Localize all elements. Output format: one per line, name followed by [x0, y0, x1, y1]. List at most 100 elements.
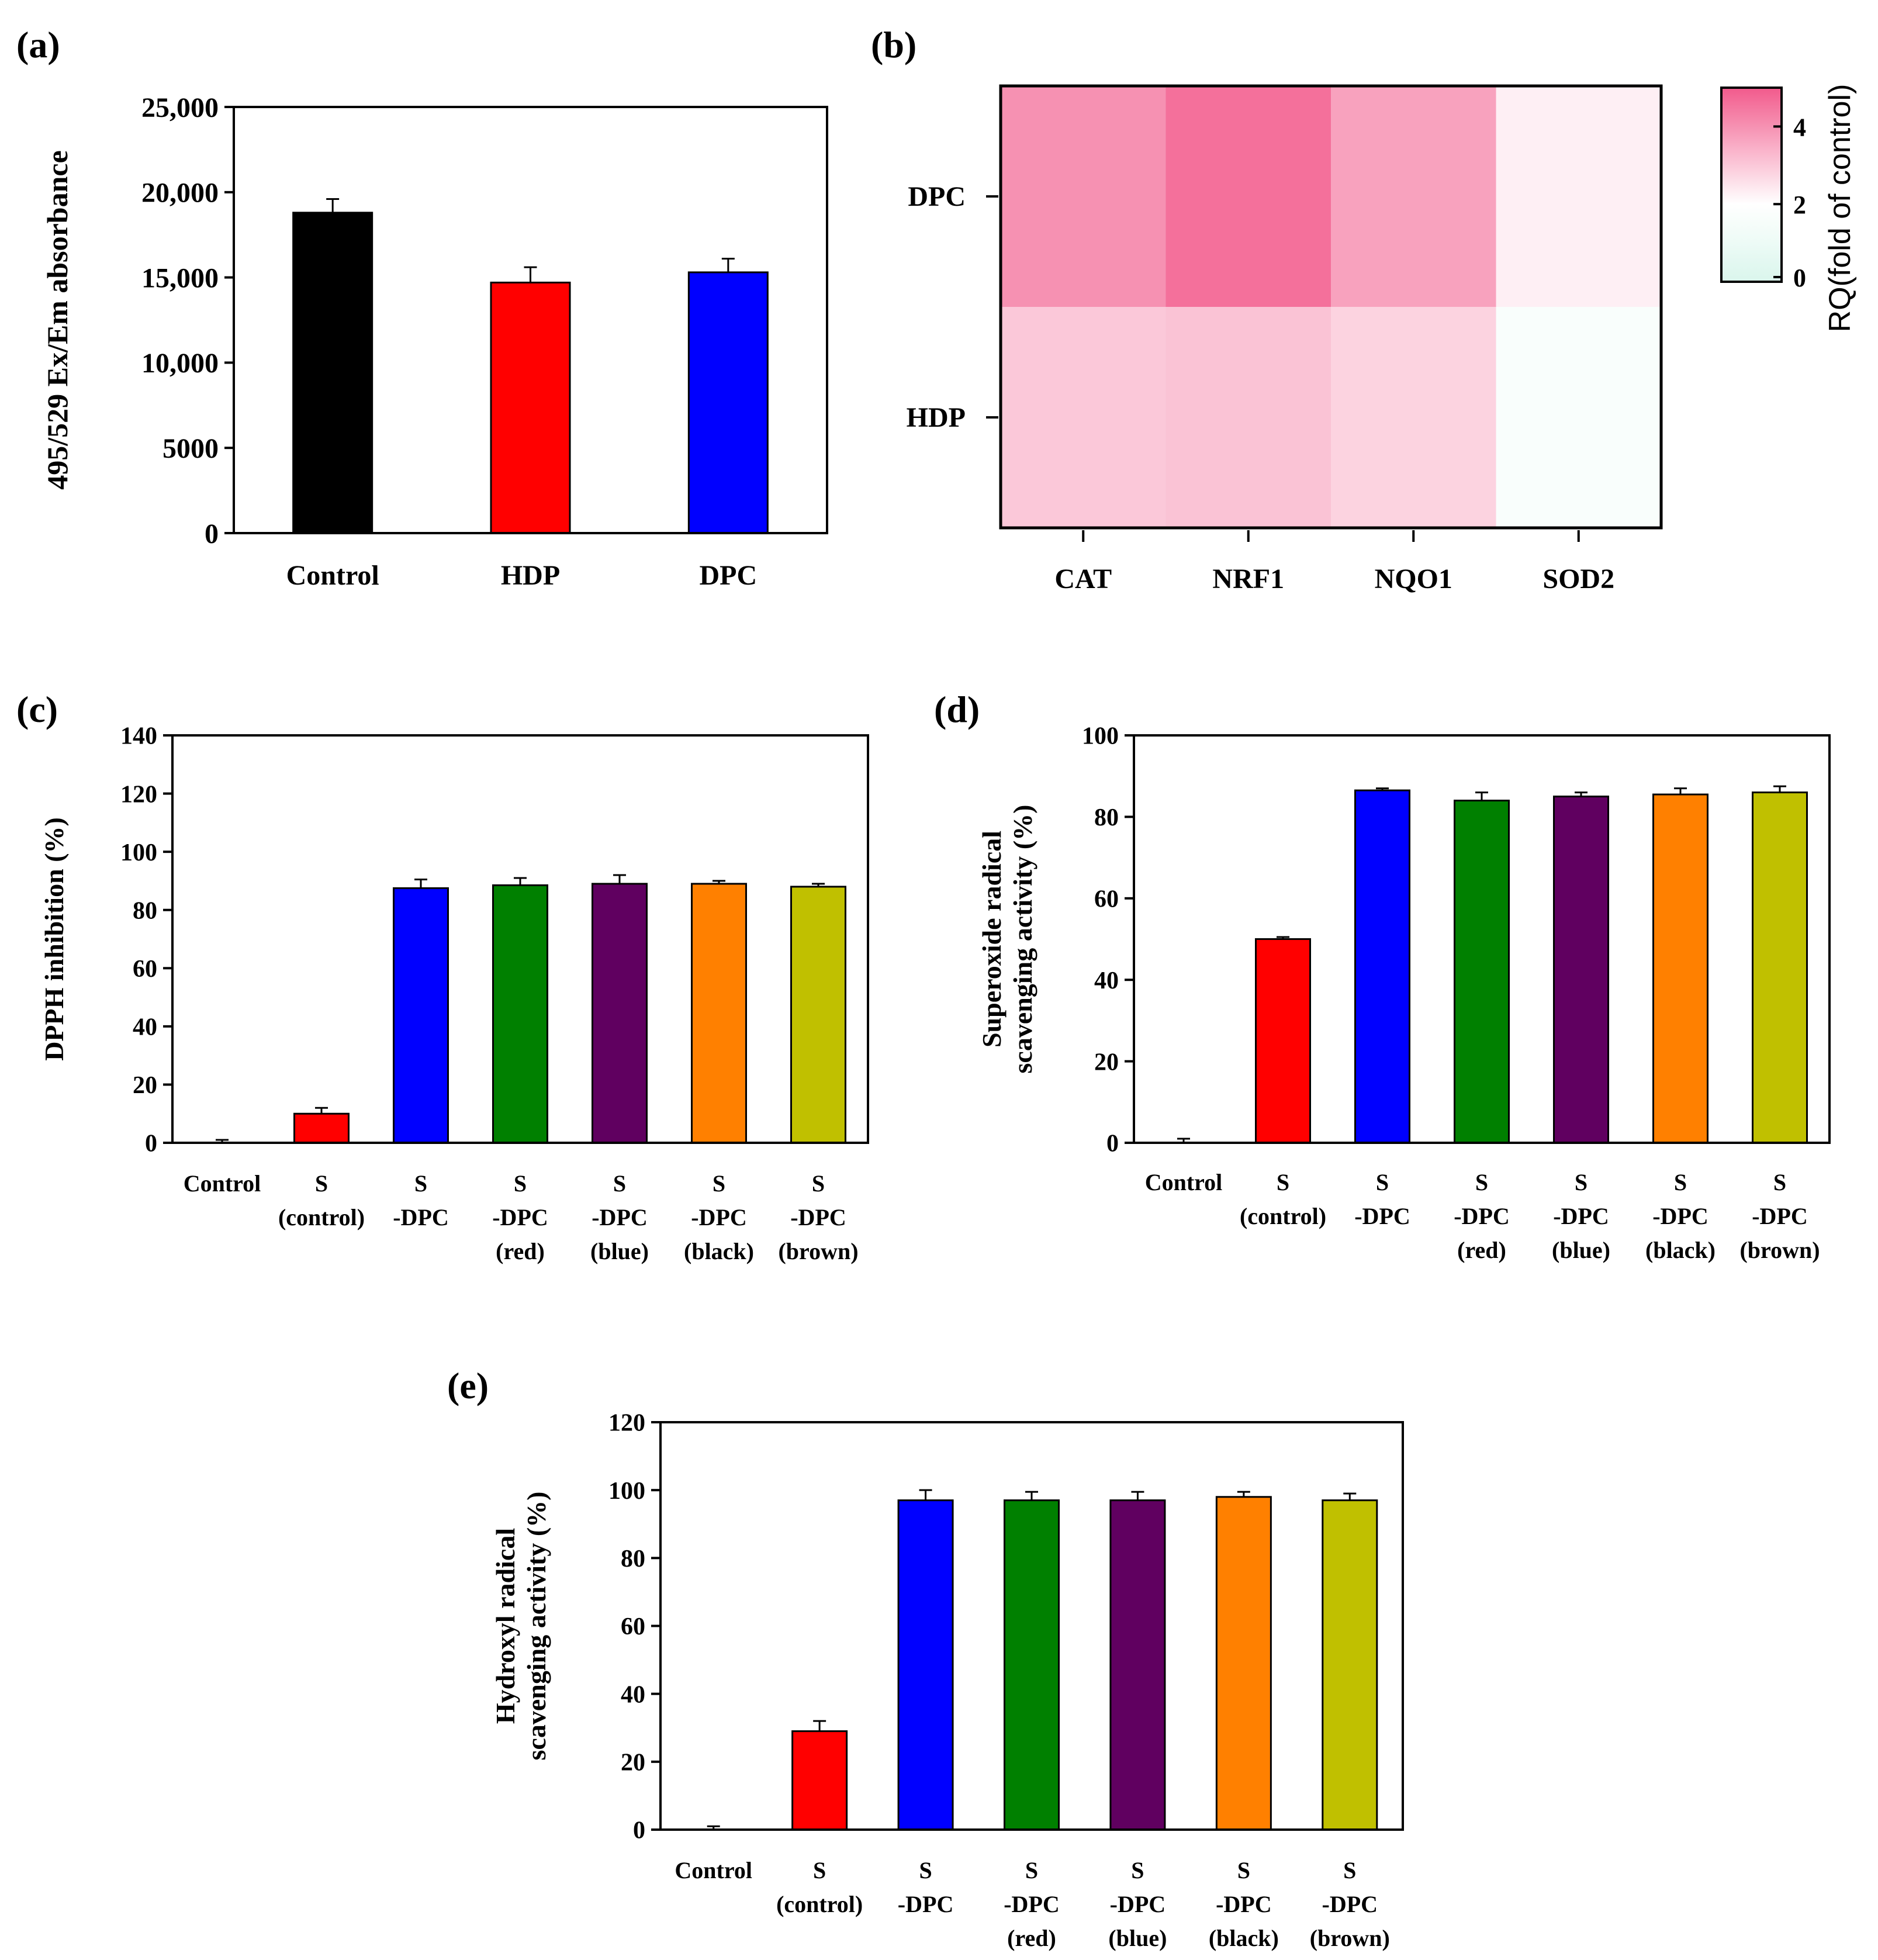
x-tick-label: S -DPC	[898, 1857, 954, 1917]
bar	[293, 1112, 350, 1144]
x-tick-label: Control	[184, 1170, 261, 1197]
x-tick-label: S (control)	[1240, 1169, 1326, 1229]
row-label: DPC	[908, 181, 966, 212]
plot-frame	[171, 734, 869, 1144]
y-tick-label: 100	[608, 1478, 645, 1505]
heatmap-frame	[999, 84, 1663, 530]
bar	[1553, 796, 1609, 1144]
y-tick-label: 20	[133, 1072, 157, 1099]
bar	[1454, 800, 1510, 1144]
bar	[687, 271, 769, 534]
heatmap-cell	[1331, 307, 1496, 528]
panel-label: (a)	[16, 24, 60, 65]
y-tick-label: 60	[621, 1613, 645, 1640]
bar	[1255, 938, 1311, 1144]
bar	[1322, 1499, 1378, 1831]
colorbar-label: RQ(fold of control)	[1823, 84, 1857, 333]
colorbar-tick-label: 0	[1793, 264, 1806, 292]
plot-frame	[233, 106, 828, 534]
y-tick-label: 0	[1106, 1131, 1119, 1157]
x-tick-label: S (control)	[776, 1857, 863, 1917]
bar	[1354, 789, 1410, 1144]
panel-c: (c) 0 20 40 60 80 100 120 140 Control S (control) S -…	[16, 689, 869, 1264]
y-tick-label: 40	[1094, 967, 1119, 994]
y-tick-label: 80	[621, 1546, 645, 1572]
heatmap-cell	[1331, 86, 1496, 307]
bar	[1652, 793, 1708, 1144]
y-tick-label: 120	[120, 781, 157, 808]
colorbar-tick-label: 4	[1793, 113, 1806, 141]
bar	[1215, 1496, 1272, 1831]
x-tick-label: Control	[286, 560, 379, 591]
y-tick-label: 0	[205, 518, 219, 549]
column-label: CAT	[1054, 564, 1112, 594]
panel-a: (a) 0 5000 10,000 15,000 20,000 25,000 Control H…	[16, 24, 828, 591]
bar	[592, 883, 648, 1144]
bar	[1752, 791, 1808, 1144]
y-tick-label: 10,000	[141, 348, 219, 379]
y-tick-label: 80	[1094, 804, 1119, 831]
panel-d: (d) 0 20 40 60 80 100 Control S (control) S -DPC S -D…	[934, 689, 1831, 1263]
x-tick-label: S -DPC	[1354, 1169, 1410, 1229]
y-tick-label: 20	[1094, 1049, 1119, 1076]
panel-label: (b)	[871, 24, 916, 65]
heatmap-cell	[1165, 86, 1331, 307]
x-tick-label: S -DPC (red)	[492, 1170, 548, 1264]
bar	[1109, 1499, 1166, 1831]
x-tick-label: S -DPC (black)	[684, 1170, 754, 1264]
plot-frame	[1133, 734, 1831, 1144]
bar	[791, 1730, 848, 1831]
x-tick-label: HDP	[501, 560, 560, 591]
y-tick-label: 100	[120, 839, 157, 866]
y-tick-label: 40	[621, 1681, 645, 1708]
x-tick-label: S -DPC	[393, 1170, 449, 1230]
y-axis-label: Superoxide radicalscavenging activity (%…	[977, 805, 1037, 1074]
heatmap-cell	[1496, 86, 1662, 307]
bar	[897, 1499, 954, 1831]
panel-b: (b) DPC HDP CAT NRF1 NQO1 SOD2 0 2 4 RQ(fold of co…	[871, 24, 1857, 594]
bar	[292, 212, 373, 534]
bar	[393, 887, 449, 1144]
y-tick-label: 0	[633, 1817, 645, 1844]
panel-e: (e) 0 20 40 60 80 100 120 Control S (control) S -DPC…	[447, 1365, 1404, 1951]
x-tick-label: S -DPC (red)	[1004, 1857, 1060, 1951]
y-axis-label: DPPH inhibition (%)	[39, 817, 69, 1061]
y-tick-label: 140	[120, 723, 157, 750]
column-label: SOD2	[1542, 564, 1614, 594]
heatmap-cell	[1001, 307, 1166, 528]
x-tick-label: Control	[1145, 1169, 1223, 1195]
x-tick-label: S -DPC (blue)	[1552, 1169, 1610, 1263]
panel-label: (c)	[16, 689, 58, 730]
y-tick-label: 40	[133, 1014, 157, 1041]
x-tick-label: S -DPC (brown)	[778, 1170, 858, 1264]
y-tick-label: 20	[621, 1750, 645, 1776]
y-tick-label: 60	[133, 956, 157, 983]
bar	[790, 886, 846, 1144]
y-tick-label: 60	[1094, 886, 1119, 913]
x-tick-label: DPC	[700, 560, 758, 591]
x-tick-label: S -DPC (black)	[1645, 1169, 1716, 1263]
y-tick-label: 0	[145, 1131, 157, 1157]
y-tick-label: 20,000	[141, 178, 219, 209]
panel-label: (d)	[934, 689, 980, 730]
y-tick-label: 120	[608, 1410, 645, 1437]
column-label: NRF1	[1212, 564, 1284, 594]
heatmap-cell	[1165, 307, 1331, 528]
colorbar	[1720, 87, 1783, 283]
x-tick-label: S (control)	[278, 1170, 365, 1230]
x-tick-label: S -DPC (brown)	[1739, 1169, 1820, 1263]
bar	[691, 883, 747, 1144]
y-axis-label: Hydroxyl radicalscavenging activity (%)	[490, 1492, 551, 1761]
x-tick-label: S -DPC (red)	[1454, 1169, 1510, 1263]
bar	[492, 884, 548, 1144]
x-tick-label: S -DPC (blue)	[1108, 1857, 1167, 1951]
bar	[1004, 1499, 1060, 1831]
y-tick-label: 5000	[162, 433, 219, 464]
y-tick-label: 100	[1082, 723, 1119, 750]
y-tick-label: 15,000	[141, 262, 219, 293]
x-tick-label: Control	[675, 1857, 752, 1883]
heatmap-cell	[1496, 307, 1662, 528]
y-tick-label: 80	[133, 897, 157, 924]
x-tick-label: S -DPC (black)	[1209, 1857, 1279, 1951]
